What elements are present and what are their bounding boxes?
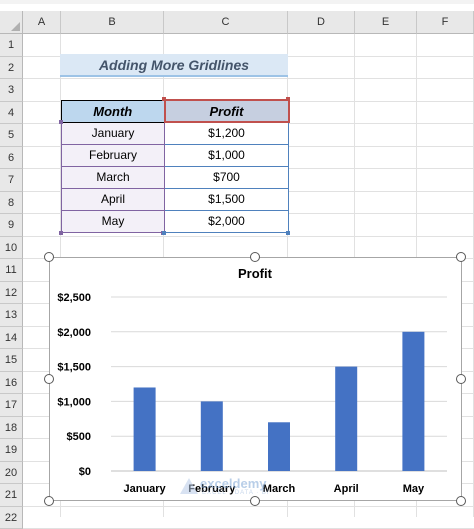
resize-handle-top-left[interactable] xyxy=(44,252,54,262)
select-all-button[interactable] xyxy=(0,11,23,34)
range-handle[interactable] xyxy=(286,97,290,101)
column-header-d[interactable]: D xyxy=(288,11,355,34)
range-handle[interactable] xyxy=(162,97,166,101)
row-header[interactable]: 5 xyxy=(0,124,23,147)
y-tick-label: $1,000 xyxy=(57,396,91,408)
resize-handle-right[interactable] xyxy=(456,374,466,384)
table-row: January $1,200 xyxy=(61,121,289,145)
resize-handle-bottom[interactable] xyxy=(250,496,260,506)
range-handle[interactable] xyxy=(59,120,63,124)
row-header[interactable]: 14 xyxy=(0,327,23,349)
gridline xyxy=(23,236,474,237)
x-tick-label: April xyxy=(334,483,359,495)
watermark-subtitle: EXCEL · DATA · BI xyxy=(202,490,270,496)
row-header[interactable]: 8 xyxy=(0,192,23,214)
gridline xyxy=(23,506,474,507)
bar-january[interactable] xyxy=(133,387,156,471)
table-cell-profit[interactable]: $700 xyxy=(164,165,289,189)
table-cell-month[interactable]: February xyxy=(61,143,165,167)
y-tick-label: $0 xyxy=(79,466,91,478)
row-header[interactable]: 12 xyxy=(0,282,23,304)
watermark: exceldemy EXCEL · DATA · BI xyxy=(178,476,308,498)
column-header-b[interactable]: B xyxy=(61,11,164,34)
chart-title[interactable]: Profit xyxy=(238,266,273,281)
x-tick-label: March xyxy=(263,483,296,495)
row-header[interactable]: 4 xyxy=(0,102,23,124)
range-handle[interactable] xyxy=(286,231,290,235)
table-cell-month[interactable]: March xyxy=(61,165,165,189)
row-header[interactable]: 3 xyxy=(0,79,23,102)
table-cell-profit[interactable]: $1,200 xyxy=(164,121,289,145)
range-handle[interactable] xyxy=(162,231,166,235)
exceldemy-logo-icon xyxy=(180,478,198,494)
row-header[interactable]: 16 xyxy=(0,372,23,394)
table-cell-profit[interactable]: $1,500 xyxy=(164,187,289,211)
table-cell-month[interactable]: April xyxy=(61,187,165,211)
table-row: May $2,000 xyxy=(61,209,289,233)
resize-handle-left[interactable] xyxy=(44,374,54,384)
column-header-a[interactable]: A xyxy=(23,11,61,34)
table-cell-month[interactable]: January xyxy=(61,121,165,145)
resize-handle-bottom-left[interactable] xyxy=(44,496,54,506)
row-header[interactable]: 15 xyxy=(0,349,23,372)
table-header-profit[interactable]: Profit xyxy=(163,99,290,123)
row-header[interactable]: 19 xyxy=(0,439,23,462)
row-header[interactable]: 18 xyxy=(0,417,23,439)
resize-handle-top-right[interactable] xyxy=(456,252,466,262)
table-cell-month[interactable]: May xyxy=(61,209,165,233)
row-header[interactable]: 7 xyxy=(0,169,23,192)
y-tick-label: $2,500 xyxy=(57,292,91,304)
row-header[interactable]: 1 xyxy=(0,34,23,57)
table-cell-profit[interactable]: $2,000 xyxy=(164,209,289,233)
row-header[interactable]: 13 xyxy=(0,304,23,327)
row-header[interactable]: 21 xyxy=(0,484,23,507)
table-row: April $1,500 xyxy=(61,187,289,211)
profit-chart[interactable]: Profit $0 $500 $1,000 $1,500 $2,000 $2,500 Jan… xyxy=(49,257,462,501)
row-header[interactable]: 2 xyxy=(0,57,23,79)
row-header[interactable]: 22 xyxy=(0,507,23,529)
bar-february[interactable] xyxy=(200,401,223,471)
watermark-name: exceldemy xyxy=(200,476,267,491)
column-header-c[interactable]: C xyxy=(164,11,288,34)
column-header-e[interactable]: E xyxy=(355,11,417,34)
column-header-f[interactable]: F xyxy=(417,11,474,34)
y-tick-label: $2,000 xyxy=(57,327,91,339)
select-all-icon xyxy=(11,22,20,31)
y-tick-label: $500 xyxy=(67,431,91,443)
table-cell-profit[interactable]: $1,000 xyxy=(164,143,289,167)
row-header[interactable]: 17 xyxy=(0,394,23,417)
table-row: February $1,000 xyxy=(61,143,289,167)
bar-may[interactable] xyxy=(402,331,425,471)
row-header[interactable]: 6 xyxy=(0,147,23,169)
resize-handle-bottom-right[interactable] xyxy=(456,496,466,506)
range-handle[interactable] xyxy=(59,231,63,235)
data-table: Month Profit January $1,200 February $1,… xyxy=(61,99,290,233)
row-header[interactable]: 20 xyxy=(0,462,23,484)
table-row: March $700 xyxy=(61,165,289,189)
resize-handle-top[interactable] xyxy=(250,252,260,262)
ribbon-edge xyxy=(0,0,474,4)
x-tick-label: May xyxy=(403,483,425,495)
row-header[interactable]: 10 xyxy=(0,237,23,259)
row-header[interactable]: 11 xyxy=(0,259,23,282)
x-tick-label: February xyxy=(188,483,236,495)
bar-april[interactable] xyxy=(335,366,358,471)
y-tick-label: $1,500 xyxy=(57,362,91,374)
row-header[interactable]: 9 xyxy=(0,214,23,237)
gridline xyxy=(23,78,474,79)
bar-march[interactable] xyxy=(268,422,290,471)
x-tick-label: January xyxy=(123,483,166,495)
sheet-title-cell[interactable]: Adding More Gridlines xyxy=(60,54,288,77)
table-header-month[interactable]: Month xyxy=(61,99,165,123)
